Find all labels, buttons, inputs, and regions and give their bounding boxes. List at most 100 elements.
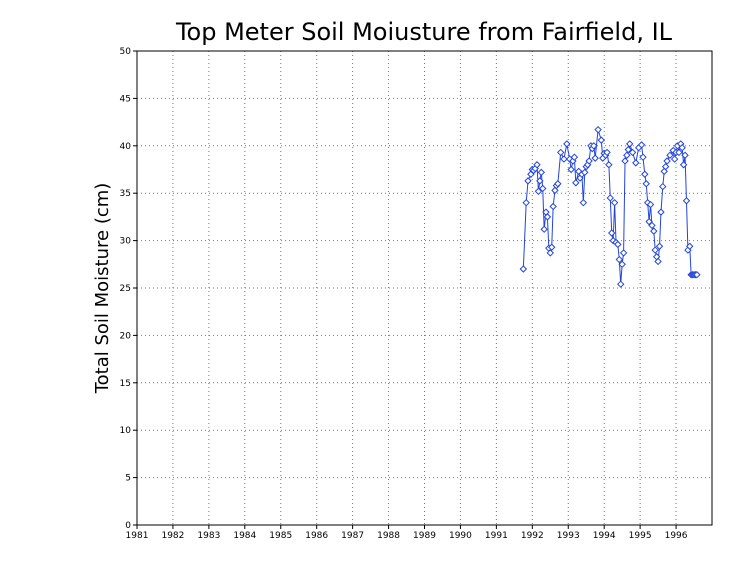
data-point-marker <box>619 249 628 257</box>
data-point-marker <box>682 197 691 205</box>
y-tick-label: 15 <box>120 379 131 389</box>
data-point-marker <box>693 271 701 279</box>
data-point-marker <box>646 200 655 209</box>
y-tick-label: 20 <box>120 331 132 341</box>
data-point-marker <box>540 225 548 233</box>
grid-lines <box>137 51 712 525</box>
data-point-marker <box>642 180 650 188</box>
x-tick-label: 1984 <box>233 531 256 541</box>
data-point-marker <box>654 257 662 266</box>
data-point-marker <box>605 161 613 169</box>
y-tick-label: 50 <box>120 47 132 57</box>
x-tick-label: 1983 <box>197 531 220 541</box>
data-point-marker <box>572 179 580 187</box>
x-tick-label: 1990 <box>449 531 472 541</box>
data-point-marker <box>606 194 615 202</box>
data-point-marker <box>603 148 611 157</box>
data-point-marker <box>581 168 589 177</box>
y-tick-label: 5 <box>125 474 131 484</box>
x-tick-label: 1985 <box>269 531 292 541</box>
data-point-marker <box>657 208 665 216</box>
y-tick-label: 45 <box>120 94 131 104</box>
data-point-marker <box>537 168 546 177</box>
data-point-marker <box>648 221 656 230</box>
data-point-marker <box>624 145 632 154</box>
x-tick-label: 1991 <box>485 531 508 541</box>
data-point-marker <box>655 242 664 250</box>
data-point-marker <box>679 161 688 169</box>
data-point-marker <box>610 198 619 207</box>
data-point-marker <box>617 280 625 288</box>
data-point-marker <box>637 141 646 149</box>
data-point-marker <box>533 161 541 169</box>
data-point-marker <box>549 202 557 211</box>
data-point-marker <box>579 198 588 207</box>
data-point-marker <box>650 227 658 235</box>
y-tick-label: 35 <box>120 189 131 199</box>
data-point-marker <box>621 157 629 165</box>
y-tick-label: 0 <box>125 521 131 531</box>
data-point-marker <box>623 151 631 159</box>
data-point-marker <box>585 157 593 165</box>
data-point-marker <box>632 159 640 167</box>
chart-title: Top Meter Soil Moiusture from Fairfield,… <box>175 18 673 46</box>
data-point-marker <box>563 140 571 148</box>
y-tick-label: 30 <box>120 237 132 247</box>
data-point-marker <box>615 255 623 264</box>
x-tick-label: 1986 <box>305 531 328 541</box>
data-point-marker <box>597 136 606 144</box>
data-point-marker <box>524 177 532 185</box>
x-tick-label: 1996 <box>665 531 688 541</box>
x-tick-label: 1989 <box>413 531 436 541</box>
data-point-marker <box>639 153 647 161</box>
data-point-marker <box>675 148 683 157</box>
x-tick-label: 1988 <box>377 531 400 541</box>
x-tick-label: 1992 <box>521 531 544 541</box>
data-point-marker <box>560 155 568 163</box>
x-tick-label: 1995 <box>629 531 652 541</box>
data-point-marker <box>661 162 670 171</box>
data-point-marker <box>663 157 671 165</box>
data-point-marker <box>519 265 528 273</box>
data-point-marker <box>539 184 547 193</box>
data-point-marker <box>681 151 689 159</box>
x-tick-label: 1993 <box>557 531 580 541</box>
data-point-marker <box>670 155 679 163</box>
x-tick-label: 1981 <box>126 531 149 541</box>
data-point-marker <box>614 240 622 249</box>
data-point-marker <box>651 246 659 254</box>
data-point-marker <box>554 180 562 188</box>
data-point-marker <box>608 229 616 237</box>
data-point-marker <box>546 249 554 257</box>
y-axis-label: Total Soil Moisture (cm) <box>92 183 113 395</box>
y-tick-label: 10 <box>120 426 132 436</box>
data-point-marker <box>628 148 637 157</box>
axis-ticks: 1981 1982 1983 1984 1985 1986 1987 1988 1989 1990… <box>120 47 688 541</box>
data-point-marker <box>666 151 674 159</box>
x-tick-label: 1987 <box>341 531 364 541</box>
data-series <box>519 125 701 288</box>
x-tick-label: 1994 <box>593 531 616 541</box>
data-point-marker <box>590 142 598 150</box>
data-point-marker <box>625 140 634 148</box>
y-tick-label: 25 <box>120 284 131 294</box>
y-tick-label: 40 <box>120 142 132 152</box>
data-point-marker <box>534 187 543 196</box>
data-point-marker <box>641 170 649 178</box>
data-point-marker <box>686 242 694 250</box>
data-point-marker <box>591 154 599 162</box>
data-point-marker <box>556 148 565 157</box>
x-tick-label: 1982 <box>161 531 184 541</box>
data-point-marker <box>659 182 667 191</box>
data-point-marker <box>570 153 579 161</box>
data-point-marker <box>567 165 575 174</box>
data-point-marker <box>618 260 626 269</box>
data-point-marker <box>522 198 530 207</box>
data-point-marker <box>548 243 556 251</box>
data-point-marker <box>678 143 686 152</box>
data-point-marker <box>594 125 602 134</box>
data-point-marker <box>543 213 552 221</box>
data-point-marker <box>536 177 544 185</box>
